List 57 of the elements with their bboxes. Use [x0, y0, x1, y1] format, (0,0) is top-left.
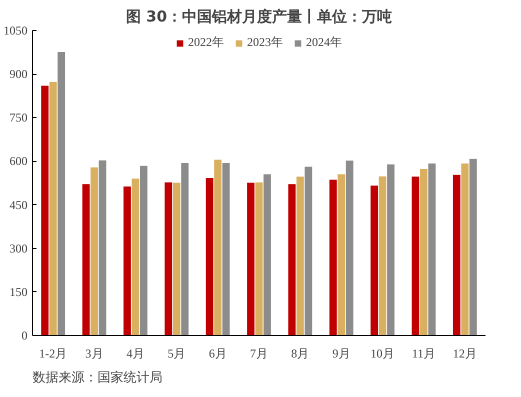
bar: [296, 176, 304, 336]
x-tick-label: 10月: [370, 346, 395, 360]
bar: [329, 180, 337, 336]
x-tick-label: 8月: [291, 346, 310, 360]
y-tick-label: 1050: [4, 24, 28, 38]
x-tick-label: 9月: [332, 346, 350, 360]
x-tick-label: 5月: [168, 346, 186, 360]
bar: [288, 184, 296, 336]
bar: [82, 184, 90, 336]
x-tick-label: 12月: [452, 346, 477, 360]
bar: [58, 52, 66, 336]
bar: [132, 178, 140, 336]
bar: [214, 160, 222, 336]
bar: [181, 162, 189, 336]
chart-title: 图 30：中国铝材月度产量丨单位：万吨: [126, 8, 392, 26]
y-tick-label: 900: [10, 67, 28, 82]
bar: [255, 182, 263, 336]
bar: [452, 174, 460, 336]
y-tick-label: 600: [10, 154, 28, 168]
y-tick-label: 150: [10, 284, 28, 299]
bar: [469, 158, 477, 336]
bar: [140, 166, 148, 336]
bar: [41, 86, 49, 336]
bar: [304, 166, 312, 336]
bar: [428, 164, 436, 336]
source-note: 数据来源：国家统计局: [32, 370, 162, 386]
bar: [90, 167, 98, 336]
bar: [49, 82, 57, 336]
bar: [124, 186, 131, 336]
bar: [264, 174, 271, 336]
bar: [461, 164, 469, 336]
bar: [412, 176, 420, 336]
x-tick-label: 11月: [412, 346, 436, 360]
y-tick-label: 0: [22, 328, 28, 342]
legend-label: 2024年: [306, 34, 342, 51]
x-tick-label: 1-2月: [39, 346, 68, 360]
legend-label: 2022年: [188, 34, 224, 51]
bar: [206, 178, 214, 336]
y-tick-label: 450: [10, 198, 28, 212]
bar: [387, 164, 394, 336]
bar: [338, 174, 346, 336]
legend-label: 2023年: [247, 34, 283, 51]
bar: [222, 162, 230, 336]
bar: [247, 182, 254, 336]
x-tick-label: 7月: [250, 346, 268, 360]
bar: [98, 160, 106, 336]
bar: [164, 182, 172, 336]
bar: [346, 160, 354, 336]
bar: [370, 186, 378, 336]
y-tick-label: 750: [10, 110, 28, 125]
y-tick-label: 300: [10, 241, 28, 256]
x-tick-label: 6月: [208, 346, 227, 360]
x-tick-label: 4月: [126, 346, 144, 360]
bar: [378, 176, 386, 336]
x-tick-label: 3月: [85, 346, 104, 360]
bar: [420, 169, 428, 336]
bar: [172, 182, 180, 336]
